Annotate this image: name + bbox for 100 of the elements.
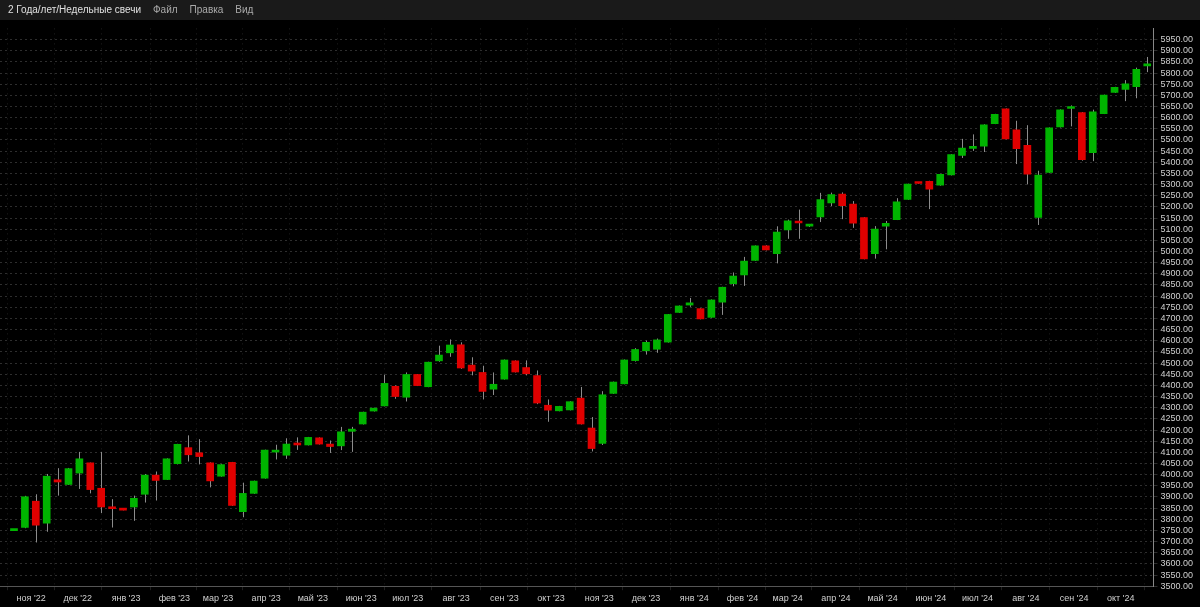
- candlestick: [1132, 67, 1141, 99]
- y-tick-label: 3950.00: [1160, 480, 1194, 491]
- candlestick: [402, 371, 411, 402]
- candlestick: [838, 191, 846, 220]
- y-tick-label: 3550.00: [1160, 569, 1194, 580]
- y-tick-label: 4400.00: [1160, 379, 1194, 390]
- y-tick-label: 5800.00: [1160, 67, 1194, 78]
- y-tick-label: 3700.00: [1160, 536, 1194, 547]
- candlestick: [206, 461, 214, 488]
- y-tick-label: 4600.00: [1160, 335, 1194, 346]
- y-tick-label: 4850.00: [1160, 279, 1194, 290]
- candlestick: [772, 225, 781, 264]
- candlestick: [925, 180, 934, 210]
- x-tick-label: июн '24: [915, 593, 947, 604]
- x-tick-label: фев '24: [726, 593, 759, 604]
- text: Файл: [152, 4, 178, 15]
- candlestick: [718, 286, 727, 316]
- y-tick-label: 4200.00: [1160, 424, 1194, 435]
- y-tick-label: 3800.00: [1160, 513, 1194, 524]
- candlestick: [151, 471, 160, 502]
- x-tick-label: авг '24: [1012, 593, 1040, 604]
- y-tick-label: 4750.00: [1160, 301, 1194, 312]
- candlestick: [347, 426, 356, 453]
- y-tick-label: 4350.00: [1160, 391, 1194, 402]
- x-tick-label: май '24: [867, 593, 898, 604]
- y-tick-label: 5000.00: [1160, 246, 1194, 256]
- x-tick-label: дек '22: [63, 593, 93, 604]
- y-tick-label: 4650.00: [1160, 324, 1194, 335]
- x-tick-label: апр '23: [251, 593, 281, 604]
- candlestick: [1067, 104, 1075, 127]
- y-tick-label: 5050.00: [1160, 234, 1194, 245]
- y-tick-label: 5400.00: [1160, 156, 1194, 167]
- x-tick-label: мар '24: [772, 593, 803, 604]
- y-tick-label: 4150.00: [1160, 435, 1194, 446]
- y-tick-label: 4050.00: [1160, 457, 1194, 468]
- candlestick: [849, 200, 857, 229]
- x-tick-label: фев '23: [158, 593, 191, 604]
- candlestick: [456, 341, 465, 370]
- y-tick-label: 5150.00: [1160, 212, 1194, 223]
- y-tick-label: 4900.00: [1160, 268, 1194, 279]
- y-tick-label: 3750.00: [1160, 524, 1194, 535]
- x-tick-label: сен '23: [489, 593, 519, 604]
- y-tick-label: 4100.00: [1160, 446, 1194, 457]
- x-tick-label: июл '23: [392, 593, 424, 604]
- candlestick: [195, 438, 204, 465]
- y-tick-label: 3900.00: [1160, 491, 1194, 502]
- candlestick: [707, 298, 716, 319]
- text: Вид: [235, 4, 254, 15]
- x-tick-label: сен '24: [1059, 593, 1089, 604]
- candlestick: [239, 482, 247, 518]
- y-tick-label: 4700.00: [1160, 312, 1194, 323]
- candlestick: [130, 495, 138, 522]
- candlestick: [544, 398, 552, 423]
- y-tick-label: 4450.00: [1160, 368, 1194, 379]
- y-tick-label: 4950.00: [1160, 257, 1194, 268]
- y-tick-label: 3500.00: [1160, 580, 1194, 591]
- candlestick: [587, 416, 596, 452]
- y-tick-label: 5350.00: [1160, 167, 1194, 178]
- y-tick-label: 5300.00: [1160, 179, 1194, 190]
- y-tick-label: 5250.00: [1160, 190, 1194, 201]
- x-tick-label: янв '23: [111, 593, 141, 604]
- candlestick: [881, 220, 890, 250]
- x-tick-label: июн '23: [345, 593, 377, 604]
- y-tick-label: 3600.00: [1160, 558, 1194, 569]
- y-tick-label: 3650.00: [1160, 547, 1194, 558]
- x-tick-label: апр '24: [821, 593, 851, 604]
- candlestick: [740, 256, 748, 287]
- candlestick: [478, 365, 487, 400]
- y-tick-label: 5450.00: [1160, 145, 1194, 156]
- x-tick-label: май '23: [297, 593, 329, 604]
- candlestick: [184, 434, 193, 462]
- y-tick-label: 5950.00: [1160, 34, 1194, 45]
- x-tick-label: ноя '23: [584, 593, 614, 604]
- y-tick-label: 4300.00: [1160, 402, 1194, 413]
- y-tick-label: 5550.00: [1160, 123, 1194, 134]
- candlestick: [1121, 79, 1130, 102]
- candlestick: [53, 467, 62, 497]
- y-tick-label: 4500.00: [1160, 357, 1194, 368]
- y-tick-label: 4000.00: [1160, 469, 1194, 480]
- y-tick-label: 5850.00: [1160, 56, 1194, 67]
- x-tick-label: авг '23: [442, 593, 470, 604]
- x-tick-label: мар '23: [202, 593, 234, 604]
- y-tick-label: 5750.00: [1160, 78, 1194, 89]
- x-tick-label: июл '24: [962, 593, 994, 604]
- y-tick-label: 3850.00: [1160, 502, 1194, 513]
- y-tick-label: 5100.00: [1160, 223, 1194, 234]
- y-tick-label: 4550.00: [1160, 346, 1194, 357]
- x-tick-label: ноя '22: [16, 593, 46, 604]
- x-tick-label: янв '24: [679, 593, 709, 604]
- candlestick: [958, 138, 966, 159]
- chart-title: 2 Года/лет/Недельные свечи: [8, 4, 141, 15]
- x-tick-label: дек '23: [631, 593, 661, 604]
- candlestick: [979, 123, 988, 153]
- candlestick: [75, 451, 84, 490]
- candlestick: [282, 437, 291, 460]
- y-tick-label: 5200.00: [1160, 201, 1194, 212]
- candlestick: [337, 426, 345, 451]
- candlestick: [97, 451, 106, 514]
- candlestick: [816, 192, 825, 223]
- y-tick-label: 4800.00: [1160, 290, 1194, 301]
